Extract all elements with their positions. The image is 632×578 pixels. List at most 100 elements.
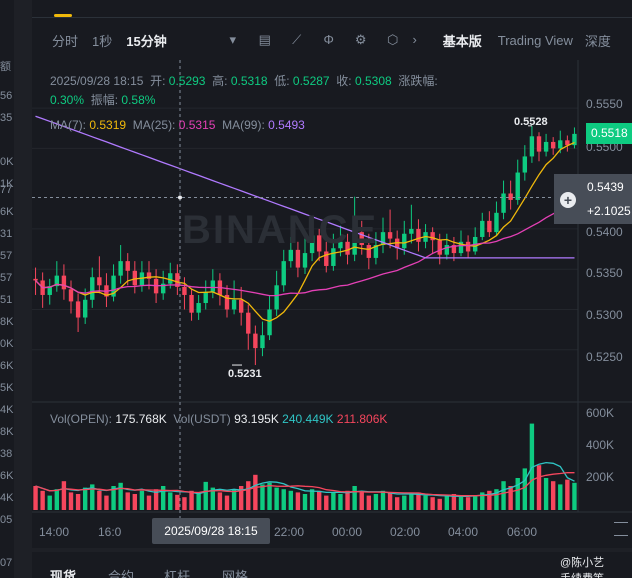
- candle-body: [529, 136, 535, 157]
- volume-ma-line: [35, 461, 575, 498]
- crosshair-dot: [178, 195, 182, 200]
- tab-margin[interactable]: 杠杆: [164, 569, 191, 578]
- candle-body: [118, 261, 123, 276]
- orderbook-value: 77: [0, 184, 13, 196]
- candle-body: [565, 140, 570, 146]
- candle-body: [125, 261, 130, 271]
- candle-body: [309, 235, 315, 254]
- candle-body: [175, 273, 180, 287]
- interval-time-button[interactable]: 分时: [52, 33, 79, 49]
- orderbook-value: 1K: [0, 178, 14, 190]
- candle-body: [90, 277, 95, 300]
- credit-line-1: @陈小艺: [560, 557, 605, 569]
- volume-bar: [104, 495, 109, 510]
- candle-body: [189, 294, 194, 313]
- tab-grid[interactable]: 网格: [222, 569, 249, 578]
- fullscreen-icon[interactable]: ⬡: [387, 32, 399, 47]
- candle-body: [238, 299, 244, 313]
- tradingview-tab[interactable]: Trading View: [497, 32, 573, 48]
- volume-bar: [182, 497, 187, 510]
- candle-body: [409, 228, 414, 234]
- candle-body: [487, 220, 492, 233]
- candle-body: [331, 248, 336, 266]
- volume-bar: [508, 486, 513, 510]
- candle-body: [345, 241, 350, 255]
- volume-bar: [373, 494, 379, 510]
- volume-bar: [111, 486, 116, 510]
- volume-bar: [487, 490, 492, 510]
- candle-body: [316, 235, 322, 252]
- volume-bar: [246, 481, 251, 510]
- ma99-label: MA(99):: [222, 118, 265, 132]
- volume-bar: [359, 492, 364, 510]
- chart-toolbar: 分时 1秒 15分钟 ▾ ▤ ⟋ Φ ⚙ ⬡ › 基本版 Trading Vie…: [32, 22, 632, 58]
- candle-body: [47, 286, 52, 295]
- orderbook-value: 额: [0, 61, 11, 73]
- orderbook-value: 4K: [0, 492, 14, 504]
- candle-body: [550, 141, 556, 149]
- plus-icon[interactable]: +: [560, 192, 576, 208]
- calendar-icon[interactable]: ▤: [258, 32, 271, 47]
- candle-body: [253, 333, 258, 349]
- volume-bar: [90, 484, 95, 510]
- candle-body: [210, 280, 216, 292]
- ma99-value: 0.5493: [268, 118, 305, 132]
- amplitude-value: 0.58%: [121, 93, 156, 107]
- tab-spot[interactable]: 现货: [50, 569, 77, 578]
- volume-bar: [238, 486, 244, 510]
- volume-bar: [501, 481, 506, 510]
- candle-body: [288, 249, 294, 262]
- volume-bar: [82, 487, 88, 510]
- orderbook-value: 38: [0, 448, 13, 460]
- crosshair-change: +2.1025: [587, 204, 631, 218]
- depth-tab[interactable]: 深度: [584, 33, 611, 49]
- orderbook-value: 6K: [0, 470, 14, 482]
- volume-bar: [316, 490, 322, 510]
- vol-ma2-value: 211.806K: [336, 412, 388, 426]
- candle-body: [61, 275, 67, 290]
- credit-line-2: 手续费等: [560, 570, 604, 578]
- change-value: 0.30%: [50, 93, 85, 107]
- orderbook-value: 5K: [0, 382, 14, 394]
- candle-style-icon[interactable]: Φ: [323, 32, 334, 47]
- volume-bar: [352, 486, 357, 510]
- orderbook-value: 57: [0, 272, 13, 284]
- candle-body: [515, 172, 520, 200]
- orderbook-value: 0K: [0, 338, 14, 350]
- tab-futures[interactable]: 合约: [108, 569, 135, 578]
- ma25-line: [35, 201, 575, 297]
- candle-body: [82, 299, 88, 318]
- interval-15m-button[interactable]: 15分钟: [126, 33, 167, 49]
- chevron-right-icon[interactable]: ›: [412, 32, 417, 47]
- indicator-line-icon[interactable]: ⟋: [292, 32, 302, 47]
- top-tab-bar: [32, 0, 632, 18]
- volume-bar: [47, 495, 52, 510]
- volume-bar: [224, 495, 230, 510]
- vol-ma1-value: 240.449K: [282, 412, 334, 426]
- candlestick-chart[interactable]: [32, 60, 632, 520]
- chevron-down-icon[interactable]: ▾: [229, 32, 236, 47]
- volume-bar: [231, 489, 237, 510]
- volume-ma-line: [35, 471, 575, 497]
- volume-bar: [146, 495, 152, 510]
- volume-bar: [423, 495, 428, 510]
- candle-body: [68, 289, 74, 302]
- volume-bar: [210, 487, 216, 510]
- volume-bar: [430, 497, 435, 510]
- vol-usdt-label: Vol(USDT): [173, 412, 231, 426]
- orderbook-value: 6K: [0, 360, 14, 372]
- time-axis-label: 02:00: [390, 525, 421, 539]
- volume-bar: [522, 468, 528, 510]
- candle-body: [480, 220, 485, 237]
- volume-bar: [61, 481, 67, 510]
- time-axis-label: 16:0: [98, 525, 122, 539]
- price-axis-label: 0.5350: [586, 266, 623, 280]
- candle-body: [203, 291, 208, 304]
- interval-1s-button[interactable]: 1秒: [92, 33, 113, 49]
- candle-body: [458, 241, 464, 254]
- basic-view-tab[interactable]: 基本版: [442, 33, 482, 49]
- settings-icon[interactable]: ⚙: [354, 32, 367, 47]
- crosshair-price: 0.5439: [587, 180, 624, 194]
- resize-icon[interactable]: [614, 522, 628, 536]
- candle-body: [160, 283, 166, 294]
